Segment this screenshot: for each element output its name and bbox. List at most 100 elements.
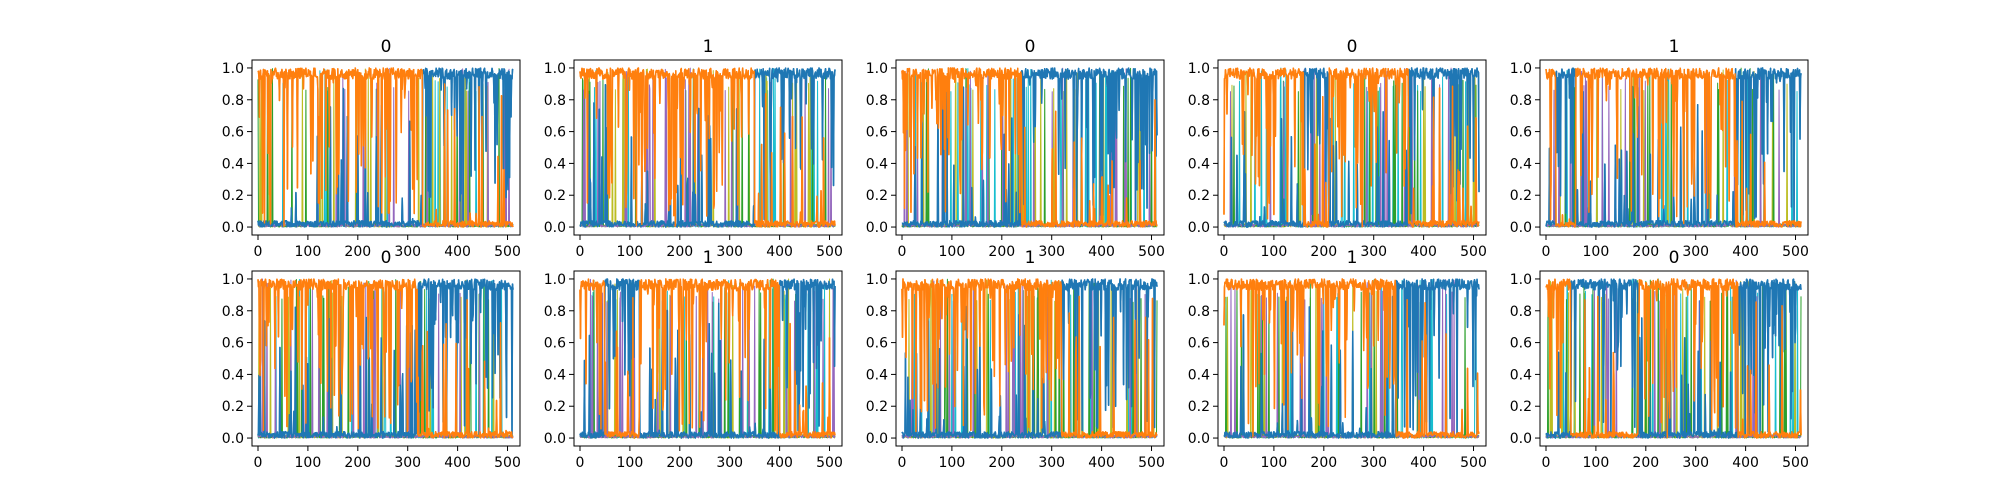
y-tick-label: 0.6	[1510, 336, 1532, 352]
series-line-class-0-overlay	[901, 278, 1158, 439]
x-tick-label: 100	[1261, 455, 1288, 471]
subplot-9: 0 100 200 300 400 500 0.0 0.2 0.4 0.6 0.8 1.0 1	[1188, 248, 1487, 471]
y-tick-label: 0.0	[1510, 220, 1532, 236]
y-tick-label: 0.8	[222, 93, 244, 109]
subplot-title: 0	[1669, 248, 1680, 268]
x-tick-label: 300	[1038, 455, 1065, 471]
x-tick-label: 200	[666, 455, 693, 471]
x-tick-label: 300	[394, 455, 421, 471]
x-tick-label: 200	[344, 244, 371, 260]
x-tick-label: 100	[617, 455, 644, 471]
y-tick-label: 0.8	[1510, 93, 1532, 109]
x-tick-label: 200	[988, 244, 1015, 260]
y-tick-label: 0.2	[544, 399, 566, 415]
subplot-3: 0 100 200 300 400 500 0.0 0.2 0.4 0.6 0.8 1.0 0	[866, 37, 1165, 260]
axes-frame	[1217, 59, 1487, 236]
x-tick-label: 300	[1038, 244, 1065, 260]
y-tick-label: 0.6	[1510, 125, 1532, 141]
subplot-title: 0	[1025, 37, 1036, 57]
axes-frame	[895, 59, 1165, 236]
x-tick-label: 100	[939, 244, 966, 260]
x-tick-label: 500	[1460, 455, 1487, 471]
x-tick-label: 300	[716, 244, 743, 260]
subplot-title: 1	[703, 37, 714, 57]
x-tick-label: 300	[1682, 455, 1709, 471]
y-tick-label: 0.4	[544, 367, 566, 383]
axes-frame	[1217, 270, 1487, 447]
y-tick-label: 0.0	[544, 220, 566, 236]
x-tick-label: 300	[394, 244, 421, 260]
y-tick-label: 0.6	[222, 125, 244, 141]
plot-area	[579, 67, 836, 228]
x-tick-label: 200	[666, 244, 693, 260]
y-tick-label: 0.4	[866, 156, 888, 172]
x-tick-label: 200	[1310, 244, 1337, 260]
y-tick-label: 0.6	[544, 336, 566, 352]
y-tick-label: 0.6	[866, 336, 888, 352]
y-tick-label: 0.2	[544, 188, 566, 204]
x-tick-label: 200	[1632, 244, 1659, 260]
y-tick-label: 0.0	[222, 220, 244, 236]
y-tick-label: 0.8	[544, 93, 566, 109]
plot-area	[1545, 278, 1802, 439]
x-tick-label: 0	[254, 455, 263, 471]
x-tick-label: 300	[1360, 244, 1387, 260]
x-tick-label: 0	[1220, 455, 1229, 471]
x-tick-label: 0	[576, 455, 585, 471]
y-tick-label: 0.4	[866, 367, 888, 383]
subplot-7: 0 100 200 300 400 500 0.0 0.2 0.4 0.6 0.8 1.0 1	[544, 248, 843, 471]
plot-area	[901, 278, 1158, 439]
x-tick-label: 200	[988, 455, 1015, 471]
x-tick-label: 0	[1220, 244, 1229, 260]
subplot-title: 0	[1347, 37, 1358, 57]
x-tick-label: 400	[766, 244, 793, 260]
x-tick-label: 500	[1460, 244, 1487, 260]
x-tick-label: 500	[1782, 244, 1809, 260]
series-line-class-0-overlay	[901, 67, 1158, 228]
x-tick-label: 500	[1782, 455, 1809, 471]
y-tick-label: 0.6	[1188, 125, 1210, 141]
axes-frame	[1539, 270, 1809, 447]
y-tick-label: 0.8	[866, 93, 888, 109]
y-tick-label: 0.8	[222, 304, 244, 320]
series-line-class-1-overlay	[1545, 278, 1802, 439]
y-tick-label: 1.0	[222, 272, 244, 288]
y-tick-label: 0.8	[1188, 304, 1210, 320]
series-line-class-0-overlay	[579, 278, 836, 439]
series-line-class-1-overlay	[579, 67, 836, 228]
x-tick-label: 200	[1310, 455, 1337, 471]
x-tick-label: 300	[1360, 455, 1387, 471]
x-tick-label: 100	[1261, 244, 1288, 260]
subplot-4: 0 100 200 300 400 500 0.0 0.2 0.4 0.6 0.8 1.0 0	[1188, 37, 1487, 260]
y-tick-label: 1.0	[1510, 272, 1532, 288]
subplot-5: 0 100 200 300 400 500 0.0 0.2 0.4 0.6 0.8 1.0 1	[1510, 37, 1809, 260]
y-tick-label: 0.6	[544, 125, 566, 141]
subplot-title: 1	[1347, 248, 1358, 268]
y-tick-label: 1.0	[222, 61, 244, 77]
x-tick-label: 500	[816, 244, 843, 260]
y-tick-label: 0.4	[1510, 367, 1532, 383]
subplot-2: 0 100 200 300 400 500 0.0 0.2 0.4 0.6 0.8 1.0 1	[544, 37, 843, 260]
x-tick-label: 400	[1410, 244, 1437, 260]
series-line-class-1-overlay	[1223, 67, 1480, 228]
plot-area	[257, 278, 514, 439]
y-tick-label: 0.0	[1510, 431, 1532, 447]
subplot-6: 0 100 200 300 400 500 0.0 0.2 0.4 0.6 0.8 1.0 0	[222, 248, 521, 471]
axes-frame	[895, 270, 1165, 447]
y-tick-label: 0.2	[866, 399, 888, 415]
y-tick-label: 0.4	[222, 156, 244, 172]
x-tick-label: 200	[1632, 455, 1659, 471]
x-tick-label: 400	[1410, 455, 1437, 471]
x-tick-label: 500	[1138, 244, 1165, 260]
series-line-class-0-overlay	[1223, 278, 1480, 439]
y-tick-label: 0.4	[544, 156, 566, 172]
x-tick-label: 200	[344, 455, 371, 471]
subplot-title: 1	[1669, 37, 1680, 57]
y-tick-label: 0.2	[222, 188, 244, 204]
plot-area	[579, 278, 836, 439]
x-tick-label: 400	[1088, 244, 1115, 260]
y-tick-label: 0.0	[866, 431, 888, 447]
y-tick-label: 0.2	[1188, 399, 1210, 415]
plot-area	[1223, 67, 1480, 228]
y-tick-label: 0.4	[222, 367, 244, 383]
